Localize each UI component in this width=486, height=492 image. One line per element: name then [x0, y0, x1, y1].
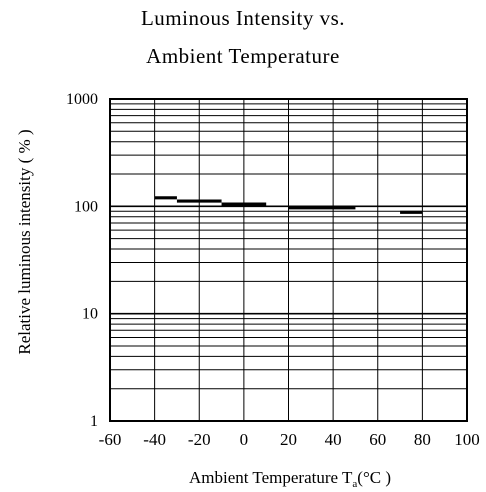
chart-title-line-1: Luminous Intensity vs. [140, 6, 346, 30]
y-tick-label: 1000 [66, 91, 98, 108]
y-tick-label: 1 [90, 413, 98, 430]
x-tick-label: -20 [188, 430, 211, 449]
x-tick-label: 0 [240, 430, 249, 449]
y-tick-label: 100 [74, 198, 98, 215]
x-axis-label-subscript: a [352, 478, 357, 490]
x-tick-label: 40 [325, 430, 342, 449]
plot-grid [109, 98, 468, 422]
x-axis-label-unit: (°C ) [357, 468, 391, 487]
x-tick-label: 100 [454, 430, 480, 449]
plot-border [109, 98, 468, 422]
axis-labels: 1 10 100 1000 -60 -40 -20 0 20 40 60 80 100 [66, 91, 480, 449]
x-tick-label: 80 [414, 430, 431, 449]
x-tick-label: 20 [280, 430, 297, 449]
chart-title-line-2: Ambient Temperature [146, 44, 340, 68]
x-tick-label: 60 [369, 430, 386, 449]
y-axis-label: Relative luminous intensity ( % ) [15, 129, 34, 354]
x-axis-label-text: Ambient Temperature T [189, 468, 353, 487]
x-tick-label: -40 [143, 430, 166, 449]
y-tick-label: 10 [82, 306, 98, 323]
x-axis-label: Ambient Temperature Ta(°C ) [189, 468, 391, 490]
data-series [154, 196, 423, 214]
x-tick-label: -60 [99, 430, 122, 449]
